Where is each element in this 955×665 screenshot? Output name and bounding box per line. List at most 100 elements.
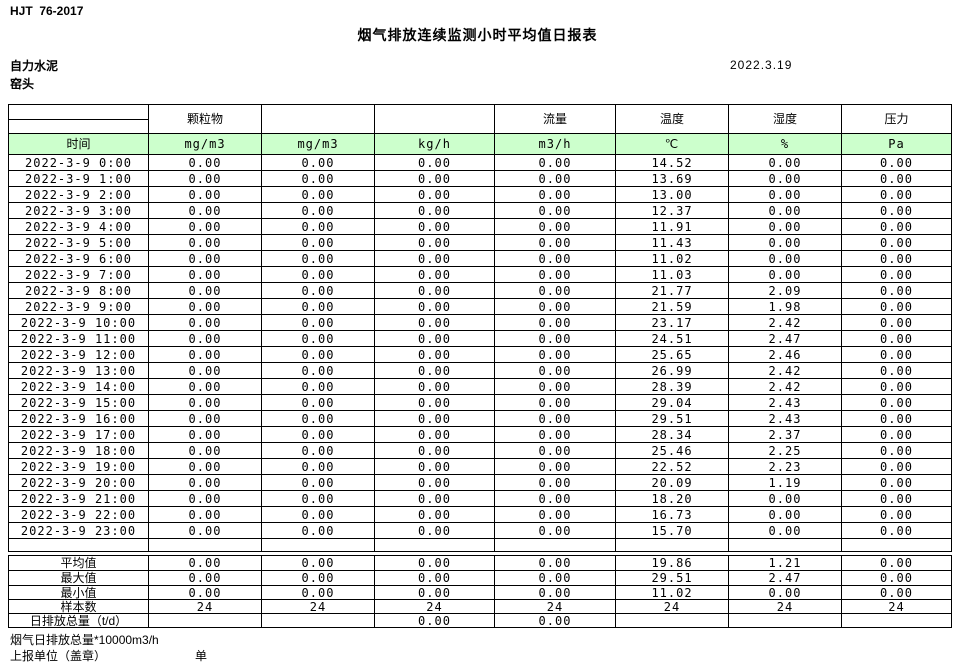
time-header-bottom-cell [8, 119, 149, 134]
value-cell: 2.23 [728, 458, 842, 475]
value-cell: 0.00 [728, 202, 842, 219]
summary-value-cell [615, 613, 729, 628]
value-cell: 0.00 [261, 346, 375, 363]
summary-value-cell [841, 613, 952, 628]
value-cell: 20.09 [615, 474, 729, 491]
value-cell: 0.00 [148, 426, 262, 443]
value-cell: 0.00 [148, 234, 262, 251]
report-unit-label: 上报单位（盖章） [10, 649, 107, 663]
value-cell: 0.00 [841, 346, 952, 363]
value-cell: 21.59 [615, 298, 729, 315]
summary-value-cell: 0.00 [374, 585, 495, 600]
value-cell: 0.00 [148, 410, 262, 427]
value-cell: 2.42 [728, 378, 842, 395]
time-cell: 2022-3-9 18:00 [8, 442, 149, 459]
value-cell: 2.25 [728, 442, 842, 459]
value-cell: 26.99 [615, 362, 729, 379]
summary-value-cell: 0.00 [148, 555, 262, 571]
summary-row: 最大值 0.00 0.00 0.00 0.00 29.51 2.47 0.00 [8, 570, 952, 586]
value-cell: 0.00 [841, 410, 952, 427]
value-cell: 1.98 [728, 298, 842, 315]
summary-value-cell [261, 613, 375, 628]
group-header-empty [374, 104, 495, 134]
time-cell: 2022-3-9 16:00 [8, 410, 149, 427]
value-cell: 28.34 [615, 426, 729, 443]
value-cell: 0.00 [841, 394, 952, 411]
value-cell: 0.00 [374, 346, 495, 363]
value-cell: 0.00 [148, 282, 262, 299]
group-header-7: 压力 [841, 104, 952, 134]
value-cell: 11.03 [615, 266, 729, 283]
summary-label: 样本数 [8, 599, 149, 614]
table-row: 2022-3-9 7:00 0.00 0.00 0.00 0.00 11.03 0.00 0.… [8, 266, 952, 283]
value-cell: 0.00 [494, 426, 616, 443]
time-cell: 2022-3-9 11:00 [8, 330, 149, 347]
value-cell: 0.00 [494, 378, 616, 395]
value-cell: 0.00 [728, 218, 842, 235]
time-cell: 2022-3-9 21:00 [8, 490, 149, 507]
value-cell: 0.00 [148, 170, 262, 187]
footer-line: 上报单位（盖章） 单位 [10, 647, 207, 664]
value-cell: 0.00 [374, 314, 495, 331]
summary-value-cell: 24 [728, 599, 842, 614]
time-cell: 2022-3-9 9:00 [8, 298, 149, 315]
summary-value-cell: 29.51 [615, 570, 729, 586]
unit-row: 时间 mg/m3 mg/m3 kg/h m3/h ℃% Pa [8, 133, 952, 155]
table-row: 2022-3-9 13:00 0.00 0.00 0.00 0.00 26.99 2.42 0… [8, 362, 952, 379]
time-cell: 2022-3-9 8:00 [8, 282, 149, 299]
unit-cell: % [728, 133, 842, 155]
value-cell: 2.43 [728, 410, 842, 427]
value-cell: 13.00 [615, 186, 729, 203]
value-cell: 2.42 [728, 314, 842, 331]
value-cell: 0.00 [261, 378, 375, 395]
empty-cell [374, 538, 495, 552]
value-cell: 0.00 [261, 506, 375, 523]
value-cell: 29.04 [615, 394, 729, 411]
summary-value-cell [148, 613, 262, 628]
summary-value-cell: 0.00 [841, 585, 952, 600]
value-cell: 0.00 [261, 442, 375, 459]
spacer-cell [8, 551, 952, 556]
value-cell: 0.00 [841, 362, 952, 379]
summary-value-cell: 0.00 [261, 570, 375, 586]
value-cell: 0.00 [728, 154, 842, 171]
value-cell: 21.77 [615, 282, 729, 299]
value-cell: 0.00 [841, 522, 952, 539]
value-cell: 0.00 [494, 314, 616, 331]
value-cell: 0.00 [841, 202, 952, 219]
summary-value-cell: 0.00 [841, 570, 952, 586]
value-cell: 0.00 [374, 362, 495, 379]
summary-value-cell: 24 [841, 599, 952, 614]
value-cell: 0.00 [148, 474, 262, 491]
value-cell: 0.00 [374, 442, 495, 459]
value-cell: 0.00 [261, 186, 375, 203]
value-cell: 0.00 [374, 490, 495, 507]
value-cell: 0.00 [374, 410, 495, 427]
value-cell: 12.37 [615, 202, 729, 219]
value-cell: 0.00 [148, 250, 262, 267]
group-header-empty [261, 104, 375, 134]
group-header-5: 温度 [615, 104, 729, 134]
value-cell: 0.00 [148, 202, 262, 219]
value-cell: 0.00 [261, 218, 375, 235]
value-cell: 0.00 [841, 154, 952, 171]
table-row: 2022-3-9 4:00 0.00 0.00 0.00 0.00 11.91 0.00 0.… [8, 218, 952, 235]
value-cell: 0.00 [728, 250, 842, 267]
summary-label: 最小值 [8, 585, 149, 600]
summary-value-cell: 24 [374, 599, 495, 614]
time-cell: 2022-3-9 1:00 [8, 170, 149, 187]
value-cell: 0.00 [261, 394, 375, 411]
value-cell: 0.00 [148, 378, 262, 395]
value-cell: 0.00 [841, 282, 952, 299]
summary-value-cell: 0.00 [148, 585, 262, 600]
value-cell: 0.00 [728, 170, 842, 187]
doc-code: HJT 76-2017 [10, 4, 84, 18]
value-cell: 0.00 [494, 250, 616, 267]
value-cell: 0.00 [374, 298, 495, 315]
value-cell: 0.00 [494, 330, 616, 347]
summary-value-cell: 0.00 [728, 585, 842, 600]
value-cell: 28.39 [615, 378, 729, 395]
summary-value-cell: 24 [494, 599, 616, 614]
value-cell: 0.00 [494, 298, 616, 315]
summary-label: 平均值 [8, 555, 149, 571]
